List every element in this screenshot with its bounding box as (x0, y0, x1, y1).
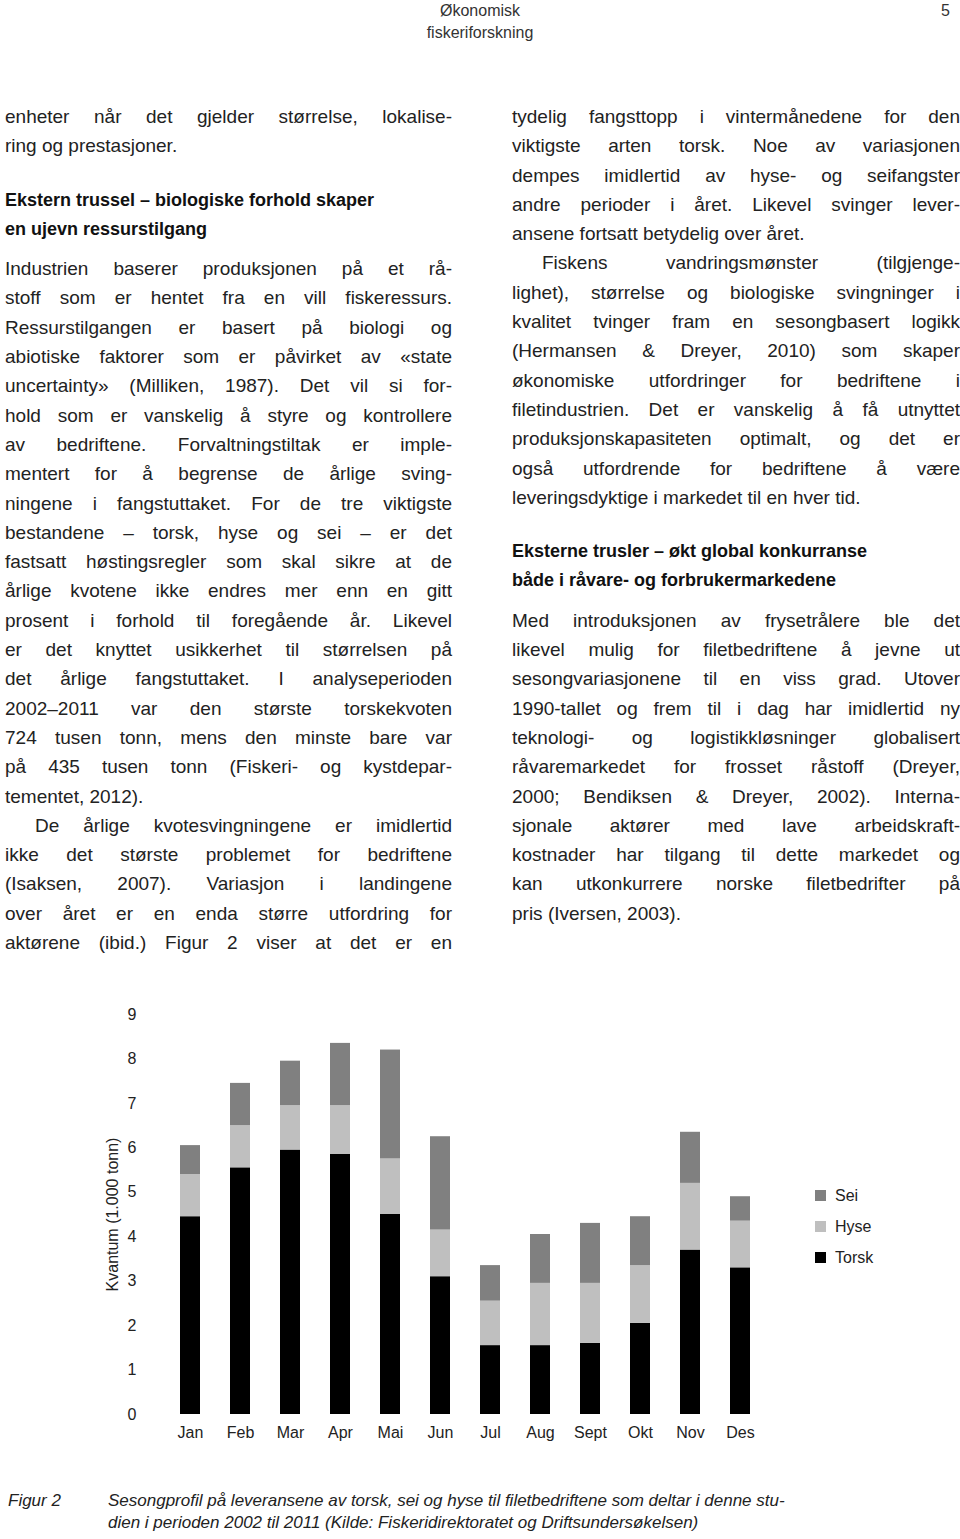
html-text:Eksterne trusler – økt global: Eksterne trusler – økt global konkurrans… (512, 541, 868, 562)
svg-text:4: 4 (128, 1228, 137, 1245)
svg-text:5: 5 (128, 1183, 137, 1200)
svg-text:Mar: Mar (277, 1424, 305, 1441)
html-text:sesongvariasjonene til en viss: sesongvariasjonene til en viss grad. Uto… (512, 668, 960, 690)
svg-text:Jul: Jul (480, 1424, 500, 1441)
svg-text:Jun: Jun (428, 1424, 454, 1441)
html-text:tydelig fangsttopp i vintermån: tydelig fangsttopp i vintermånedene for … (512, 106, 960, 127)
html-text:det årlige fangstuttaket. I an: det årlige fangstuttaket. I analyseperio… (5, 668, 452, 690)
html-text:stoff som er hentet fra en vil: stoff som er hentet fra en vill fiskeres… (5, 287, 452, 309)
html-text:(Isaksen, 2007). Variasjon i l: (Isaksen, 2007). Variasjon i landingene (5, 873, 452, 895)
html-text:abiotiske faktorer som er påvi: abiotiske faktorer som er påvirket av «s… (5, 346, 452, 368)
html-text:enheter når det gjelder større: enheter når det gjelder størrelse, lokal… (5, 106, 452, 127)
svg-text:Nov: Nov (676, 1424, 704, 1441)
svg-text:Feb: Feb (227, 1424, 255, 1441)
svg-text:Aug: Aug (526, 1424, 554, 1441)
svg-text:9: 9 (128, 1006, 137, 1023)
html-text:fastsatt høstingsregler som sk: fastsatt høstingsregler som skal sikre a… (5, 551, 452, 573)
html-text:Figur 2: Figur 2 (8, 1491, 61, 1510)
html-text:(Hermansen & Dreyer, 2010) som: (Hermansen & Dreyer, 2010) som skaper (512, 340, 960, 362)
html-text:tementet, 2012).: tementet, 2012). (5, 785, 144, 807)
html-text:filetindustrien. Det er vanske: filetindustrien. Det er vanskelig å få u… (512, 399, 960, 420)
html-text:kostnader har tilgang til dett: kostnader har tilgang til dette markedet… (512, 844, 960, 866)
html-text:uncertainty» (Milliken, 1987).: uncertainty» (Milliken, 1987). Det vil s… (5, 375, 452, 397)
html-text:over året er en enda større ut: over året er en enda større utfordring f… (5, 902, 452, 924)
html-text:1990-tallet og frem til i dag: 1990-tallet og frem til i dag har imidle… (512, 697, 960, 719)
html-text:Ekstern trussel – biologiske f: Ekstern trussel – biologiske forhold ska… (5, 189, 375, 210)
html-text:2000; Bendiksen & Dreyer, 2002: 2000; Bendiksen & Dreyer, 2002). Interna… (512, 785, 960, 807)
svg-text:Jan: Jan (178, 1424, 204, 1441)
svg-text:Kvantum (1.000 tonn): Kvantum (1.000 tonn) (104, 1138, 121, 1292)
html-text:Industrien baserer produksjone: Industrien baserer produksjonen på et rå… (5, 258, 452, 280)
html-text:Hyse: Hyse (835, 1217, 872, 1235)
html-text:5: 5 (941, 2, 950, 19)
html-text:produksjonskapasiteten optimal: produksjonskapasiteten optimalt, og det … (512, 428, 960, 450)
svg-text:8: 8 (128, 1050, 137, 1067)
svg-text:3: 3 (128, 1272, 137, 1289)
html-text:Med introduksjonen av frysetrå: Med introduksjonen av frysetrålere ble d… (512, 609, 960, 631)
svg-text:0: 0 (128, 1406, 137, 1423)
html-text:Fiskens vandringsmønster (tilg: Fiskens vandringsmønster (tilgjenge- (542, 252, 960, 274)
svg-text:1: 1 (128, 1361, 137, 1378)
html-text:en ujevn ressurstilgang: en ujevn ressurstilgang (5, 218, 208, 239)
html-text:kan utkonkurrere norske filetb: kan utkonkurrere norske filetbedrifter p… (512, 873, 960, 895)
html-text:Økonomisk: Økonomisk (440, 2, 520, 19)
html-text:dien i perioden 2002 til 2011: dien i perioden 2002 til 2011 (Kilde: Fi… (108, 1513, 699, 1532)
html-text:fiskeriforskning: fiskeriforskning (426, 24, 534, 41)
html-text:ring og prestasjoner.: ring og prestasjoner. (5, 135, 178, 157)
html-text:ningene i fangstuttaket. For d: ningene i fangstuttaket. For de tre vikt… (5, 492, 452, 514)
svg-text:Mai: Mai (378, 1424, 404, 1441)
html-text:råvaremarkedet for frosset rås: råvaremarkedet for frosset råstoff (Drey… (512, 756, 960, 778)
html-text:Ressurstilgangen er basert på: Ressurstilgangen er basert på biologi og (5, 316, 452, 338)
html-text:bestandene – torsk, hyse og se: bestandene – torsk, hyse og sei – er det (5, 521, 452, 543)
html-text:likevel mulig for filetbedrift: likevel mulig for filetbedriftene å jevn… (512, 639, 960, 660)
svg-text:7: 7 (128, 1095, 137, 1112)
svg-text:2: 2 (128, 1317, 137, 1334)
html-text:sjonale aktører med lave arbei: sjonale aktører med lave arbeidskraft- (512, 814, 960, 836)
html-text:mentert for å begrense de årli: mentert for å begrense de årlige sving- (5, 463, 452, 485)
html-text:årlige kvotene ikke endres mer: årlige kvotene ikke endres mer enn en gi… (5, 580, 452, 602)
html-text:andre perioder i året. Likevel: andre perioder i året. Likevel svinger l… (512, 193, 960, 215)
html-text:teknologi- og logistikkløsning: teknologi- og logistikkløsninger globali… (512, 726, 960, 748)
svg-text:Apr: Apr (328, 1424, 354, 1441)
html-text:Torsk: Torsk (835, 1248, 874, 1266)
html-text:aktørene (ibid.) Figur 2 viser: aktørene (ibid.) Figur 2 viser at det er… (5, 932, 452, 953)
html-text:lighet), størrelse og biologis: lighet), størrelse og biologiske svingni… (512, 281, 960, 303)
html-text:økonomiske utfordringer for be: økonomiske utfordringer for bedriftene i (512, 369, 960, 391)
svg-text:Sept: Sept (574, 1424, 607, 1441)
html-text:dempes imidlertid av hyse- og: dempes imidlertid av hyse- og seifangste… (512, 164, 960, 186)
html-text:prosent i forhold til foregåen: prosent i forhold til foregående år. Lik… (5, 609, 452, 631)
html-text:ikke det største problemet for: ikke det største problemet for bedriften… (5, 844, 452, 866)
html-text:2002–2011 var den største tors: 2002–2011 var den største torskekvoten (5, 697, 452, 719)
html-text:hold som er vanskelig å styre: hold som er vanskelig å styre og kontrol… (5, 404, 452, 426)
html-text:både i råvare- og forbrukermar: både i råvare- og forbrukermarkedene (512, 570, 837, 591)
html-text:leveringsdyktige i markedet ti: leveringsdyktige i markedet til en hver … (512, 486, 861, 508)
html-text:ansene fortsatt betydelig over: ansene fortsatt betydelig over året. (512, 223, 805, 245)
html-text:av bedriftene. Forvaltningstil: av bedriftene. Forvaltningstiltak er imp… (5, 434, 452, 455)
html-text:Sesongprofil på leveransene av: Sesongprofil på leveransene av torsk, se… (108, 1491, 785, 1510)
html-text:på 435 tusen tonn (Fiskeri- og: på 435 tusen tonn (Fiskeri- og kystdepar… (5, 756, 452, 778)
svg-text:Des: Des (726, 1424, 754, 1441)
html-text:er det knyttet usikkerhet til: er det knyttet usikkerhet til størrelsen… (5, 639, 452, 660)
svg-text:Okt: Okt (628, 1424, 653, 1441)
svg-text:6: 6 (128, 1139, 137, 1156)
html-text:viktigste arten torsk. Noe av: viktigste arten torsk. Noe av variasjone… (512, 135, 960, 157)
html-text:også utfordrende for bedriften: også utfordrende for bedriftene å være (512, 457, 960, 479)
html-text:Sei: Sei (835, 1186, 859, 1204)
html-text:kvalitet tvinger fram en seson: kvalitet tvinger fram en sesongbasert lo… (512, 311, 960, 333)
html-text:724 tusen tonn, mens den minst: 724 tusen tonn, mens den minste bare var (5, 726, 452, 748)
html-text:pris (Iversen, 2003).: pris (Iversen, 2003). (512, 902, 681, 924)
html-text:De årlige kvotesvingningene er: De årlige kvotesvingningene er imidlerti… (35, 814, 452, 836)
